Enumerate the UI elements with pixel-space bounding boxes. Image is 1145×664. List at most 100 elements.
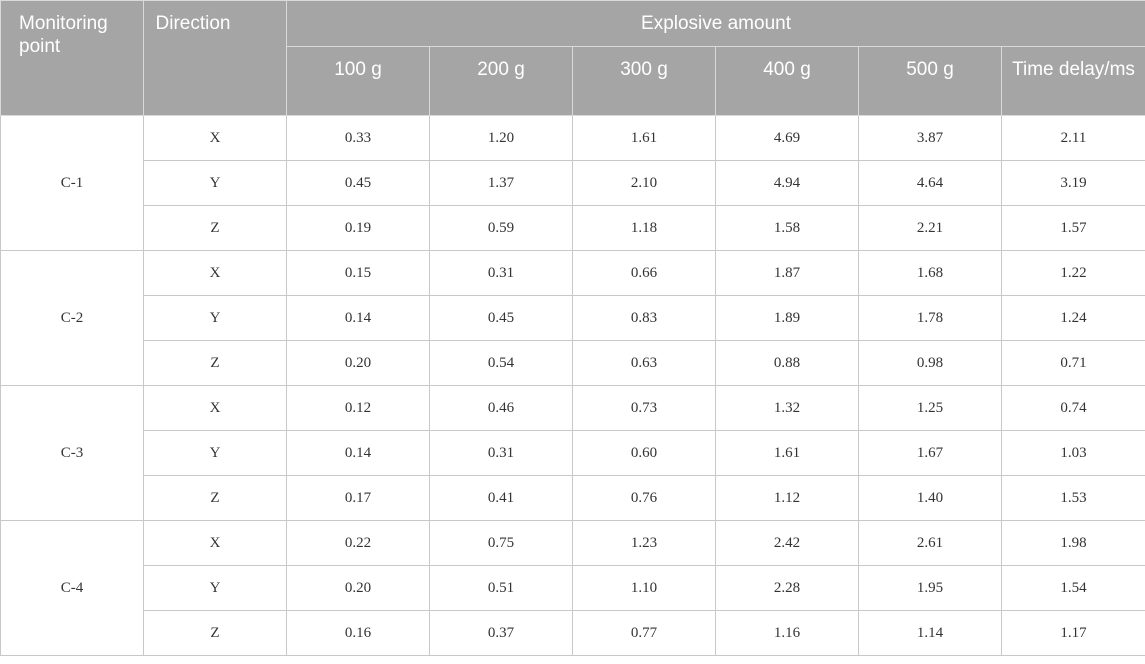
table-row: Y 0.20 0.51 1.10 2.28 1.95 1.54: [1, 565, 1145, 611]
value-cell: 0.83: [572, 295, 716, 341]
direction-cell: Y: [143, 430, 287, 476]
direction-header: Direction: [143, 0, 287, 116]
value-cell: 3.87: [858, 115, 1002, 161]
table-row: Y 0.14 0.31 0.60 1.61 1.67 1.03: [1, 430, 1145, 476]
table-row: C-1 X 0.33 1.20 1.61 4.69 3.87 2.11: [0, 115, 1145, 251]
value-cell: 0.46: [429, 385, 573, 431]
value-cell: 0.59: [429, 205, 573, 251]
value-cell: 1.10: [572, 565, 716, 611]
value-cell: 0.31: [429, 430, 573, 476]
value-cell: 1.14: [858, 610, 1002, 656]
value-cell: 1.61: [715, 430, 859, 476]
value-cell: 1.87: [715, 250, 859, 296]
table-row: Y 0.45 1.37 2.10 4.94 4.64 3.19: [1, 160, 1145, 206]
value-cell: 1.57: [1001, 205, 1145, 251]
value-cell: 0.33: [286, 115, 430, 161]
col-header-100g: 100 g: [286, 46, 430, 116]
value-cell: 1.68: [858, 250, 1002, 296]
value-cell: 2.21: [858, 205, 1002, 251]
value-cell: 0.16: [286, 610, 430, 656]
value-cell: 1.98: [1001, 520, 1145, 566]
value-cell: 0.17: [286, 475, 430, 521]
value-cell: 0.41: [429, 475, 573, 521]
direction-cell: Z: [143, 475, 287, 521]
value-cell: 1.25: [858, 385, 1002, 431]
col-header-300g: 300 g: [572, 46, 716, 116]
value-cell: 0.66: [572, 250, 716, 296]
value-cell: 1.12: [715, 475, 859, 521]
table-row: Y 0.14 0.45 0.83 1.89 1.78 1.24: [1, 295, 1145, 341]
value-cell: 0.19: [286, 205, 430, 251]
direction-cell: X: [143, 520, 287, 566]
table-row: C-3 X 0.12 0.46 0.73 1.32 1.25 0.74: [0, 385, 1145, 521]
value-cell: 1.67: [858, 430, 1002, 476]
value-cell: 0.20: [286, 565, 430, 611]
value-cell: 1.53: [1001, 475, 1145, 521]
value-cell: 0.31: [429, 250, 573, 296]
header-row-top: Monitoring point Direction Explosive amo…: [0, 0, 1145, 116]
monitoring-point-cell: C-3: [0, 385, 144, 521]
col-header-500g: 500 g: [858, 46, 1002, 116]
table-row: Z 0.16 0.37 0.77 1.16 1.14 1.17: [1, 610, 1145, 656]
value-cell: 0.74: [1001, 385, 1145, 431]
col-header-time-delay: Time delay/ms: [1001, 46, 1145, 116]
value-cell: 4.64: [858, 160, 1002, 206]
value-cell: 0.45: [286, 160, 430, 206]
value-cell: 0.15: [286, 250, 430, 296]
table-row: Z 0.19 0.59 1.18 1.58 2.21 1.57: [1, 205, 1145, 251]
table-header: Monitoring point Direction Explosive amo…: [0, 0, 1145, 116]
value-cell: 0.63: [572, 340, 716, 386]
value-cell: 1.78: [858, 295, 1002, 341]
value-cell: 1.18: [572, 205, 716, 251]
value-cell: 0.20: [286, 340, 430, 386]
value-cell: 1.58: [715, 205, 859, 251]
value-cell: 4.94: [715, 160, 859, 206]
value-cell: 1.89: [715, 295, 859, 341]
col-header-400g: 400 g: [715, 46, 859, 116]
value-cell: 1.17: [1001, 610, 1145, 656]
table-row: Z 0.17 0.41 0.76 1.12 1.40 1.53: [1, 475, 1145, 521]
value-cell: 0.60: [572, 430, 716, 476]
value-cell: 0.73: [572, 385, 716, 431]
value-cell: 0.88: [715, 340, 859, 386]
value-cell: 0.14: [286, 430, 430, 476]
value-cell: 1.61: [572, 115, 716, 161]
value-cell: 3.19: [1001, 160, 1145, 206]
value-cell: 0.14: [286, 295, 430, 341]
monitoring-point-cell: C-4: [0, 520, 144, 656]
value-cell: 0.54: [429, 340, 573, 386]
value-cell: 0.98: [858, 340, 1002, 386]
value-cell: 0.71: [1001, 340, 1145, 386]
value-cell: 1.20: [429, 115, 573, 161]
table-row: C-4 X 0.22 0.75 1.23 2.42 2.61 1.98: [0, 520, 1145, 656]
value-cell: 2.10: [572, 160, 716, 206]
value-cell: 0.76: [572, 475, 716, 521]
direction-cell: X: [143, 250, 287, 296]
value-cell: 2.61: [858, 520, 1002, 566]
table-row: Z 0.20 0.54 0.63 0.88 0.98 0.71: [1, 340, 1145, 386]
explosive-amount-header: Explosive amount: [286, 0, 1145, 47]
value-cell: 0.12: [286, 385, 430, 431]
direction-cell: Z: [143, 205, 287, 251]
table-row: C-2 X 0.15 0.31 0.66 1.87 1.68 1.22: [0, 250, 1145, 386]
value-cell: 0.51: [429, 565, 573, 611]
monitoring-point-cell: C-2: [0, 250, 144, 386]
direction-cell: X: [143, 115, 287, 161]
value-cell: 1.32: [715, 385, 859, 431]
monitoring-point-header: Monitoring point: [0, 0, 144, 116]
direction-cell: Y: [143, 160, 287, 206]
value-cell: 2.42: [715, 520, 859, 566]
value-cell: 0.37: [429, 610, 573, 656]
value-cell: 2.11: [1001, 115, 1145, 161]
direction-cell: Z: [143, 610, 287, 656]
value-cell: 1.23: [572, 520, 716, 566]
value-cell: 1.16: [715, 610, 859, 656]
header-row-sub: 100 g 200 g 300 g 400 g 500 g Time delay…: [1, 46, 1145, 116]
value-cell: 1.37: [429, 160, 573, 206]
direction-cell: Z: [143, 340, 287, 386]
value-cell: 0.22: [286, 520, 430, 566]
monitoring-point-cell: C-1: [0, 115, 144, 251]
col-header-200g: 200 g: [429, 46, 573, 116]
value-cell: 0.45: [429, 295, 573, 341]
